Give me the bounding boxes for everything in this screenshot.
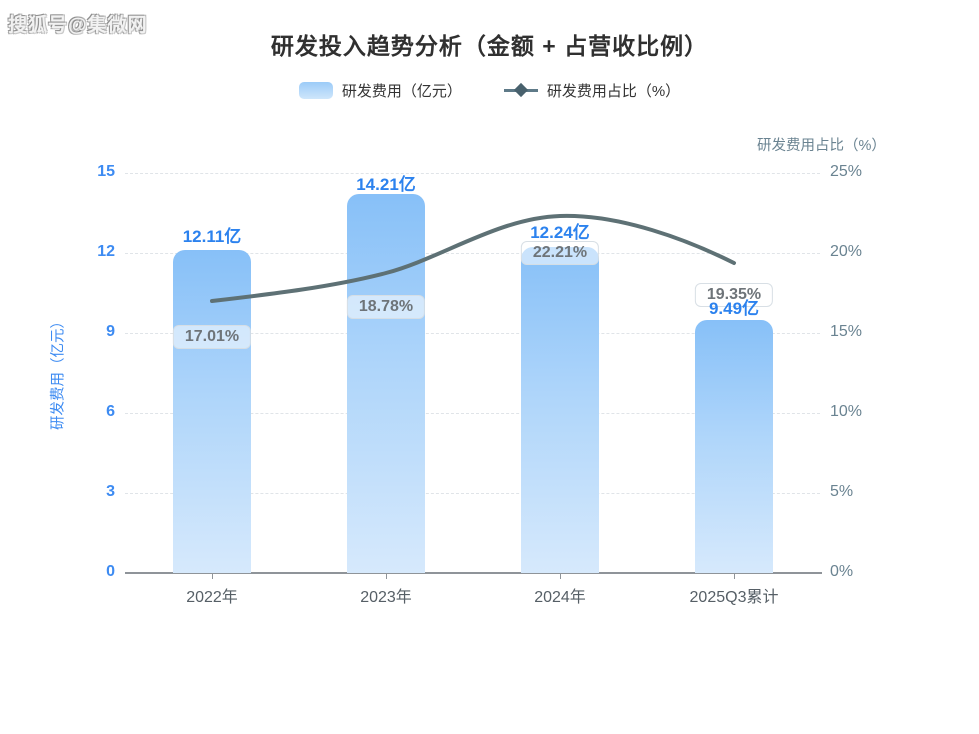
bar-swatch-icon [298,82,333,99]
legend-item-line-series[interactable]: 研发费用占比（%） [503,80,681,101]
line-swatch-icon [503,82,538,99]
pct-label-2024: 22.21% [520,241,600,265]
right-axis-tick: 15% [830,323,863,340]
gridline [125,333,820,334]
x-axis-line [125,572,822,574]
left-axis-tick: 12 [97,243,115,260]
bar-2023 [347,194,425,573]
x-label-2023: 2023年 [360,589,412,606]
chart-title: 研发投入趋势分析（金额 + 占营收比例） [270,33,709,59]
right-axis-tick: 20% [830,243,863,260]
right-axis-tick: 25% [830,163,863,180]
gridline [125,493,820,494]
bar-2025q3 [695,320,773,573]
bar-value-2024: 12.24亿 [530,223,590,242]
gridline [125,173,820,174]
legend-line-label: 研发费用占比（%） [546,83,681,100]
left-axis-tick: 3 [106,483,115,500]
legend-bar-label: 研发费用（亿元） [341,83,462,100]
x-label-2022: 2022年 [186,589,238,606]
right-axis-tick: 5% [830,483,854,500]
pct-label-2022: 17.01% [172,325,252,349]
left-axis-tick: 9 [106,323,115,340]
gridline [125,413,820,414]
right-axis-tick: 10% [830,403,863,420]
legend: 研发费用（亿元） 研发费用占比（%） [0,80,979,101]
bar-2022 [173,250,251,573]
x-axis-tick [560,574,561,579]
right-axis-title: 研发费用占比（%） [757,138,886,154]
watermark: 搜狐号@集微网 [8,15,148,36]
x-axis-tick [386,574,387,579]
left-axis-tick: 6 [106,403,115,420]
x-axis-tick [734,574,735,579]
left-axis-tick: 15 [97,163,115,180]
bar-value-2023: 14.21亿 [356,175,416,194]
bar-value-2025q3: 9.49亿 [708,299,760,318]
bar-value-2022: 12.11亿 [182,227,242,246]
legend-item-bar-series[interactable]: 研发费用（亿元） [298,80,462,101]
left-axis-tick: 0 [106,563,115,580]
pct-label-2023: 18.78% [346,295,426,319]
x-label-2024: 2024年 [534,589,586,606]
x-label-2025q3: 2025Q3累计 [689,589,779,606]
right-axis-tick: 0% [830,563,854,580]
bar-2024 [521,247,599,573]
x-axis-tick [212,574,213,579]
